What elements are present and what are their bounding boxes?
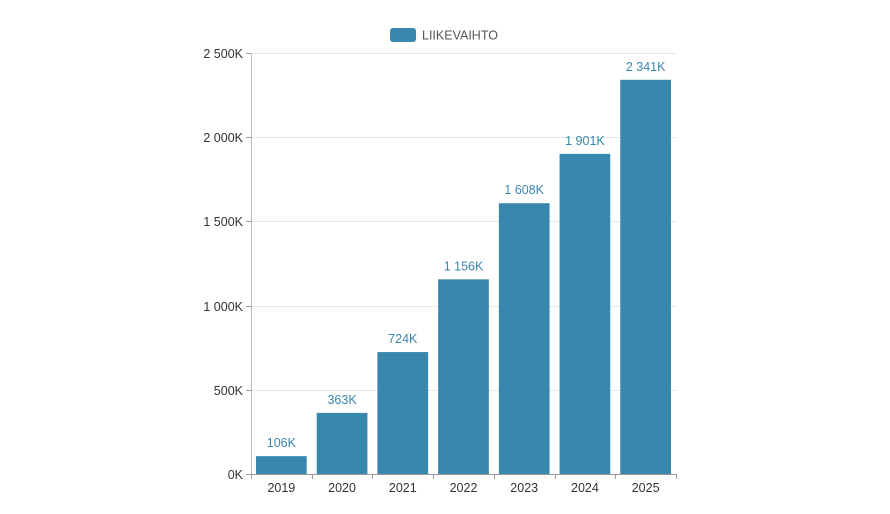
legend-swatch xyxy=(390,28,416,42)
legend-label: LIIKEVAIHTO xyxy=(422,29,498,43)
y-tick-label: 2 500K xyxy=(203,47,243,61)
bar-2025[interactable] xyxy=(620,79,671,474)
x-tick-label: 2024 xyxy=(571,481,599,495)
legend[interactable]: LIIKEVAIHTO xyxy=(390,28,498,43)
bar-2019[interactable] xyxy=(256,456,307,474)
x-tick-label: 2020 xyxy=(328,481,356,495)
bar-2022[interactable] xyxy=(438,279,489,474)
x-tick-label: 2021 xyxy=(389,481,417,495)
data-label: 1 156K xyxy=(444,259,484,273)
y-tick-label: 1 500K xyxy=(203,215,243,229)
y-tick-label: 500K xyxy=(214,384,244,398)
data-label: 724K xyxy=(388,332,418,346)
bar-2024[interactable] xyxy=(559,153,611,475)
x-tick-label: 2023 xyxy=(510,481,538,495)
bar-2020[interactable] xyxy=(316,412,368,474)
data-label: 2 341K xyxy=(626,60,666,74)
y-tick-label: 1 000K xyxy=(203,300,243,314)
x-tick-label: 2025 xyxy=(632,481,660,495)
bar-2023[interactable] xyxy=(498,203,550,474)
data-label: 1 608K xyxy=(504,183,544,197)
y-tick-label: 0K xyxy=(228,468,244,482)
x-tick-label: 2022 xyxy=(450,481,478,495)
data-label: 106K xyxy=(267,436,297,450)
data-label: 363K xyxy=(327,393,357,407)
data-label: 1 901K xyxy=(565,134,605,148)
y-tick-label: 2 000K xyxy=(203,131,243,145)
x-tick-label: 2019 xyxy=(267,481,295,495)
bar-2021[interactable] xyxy=(377,352,429,474)
